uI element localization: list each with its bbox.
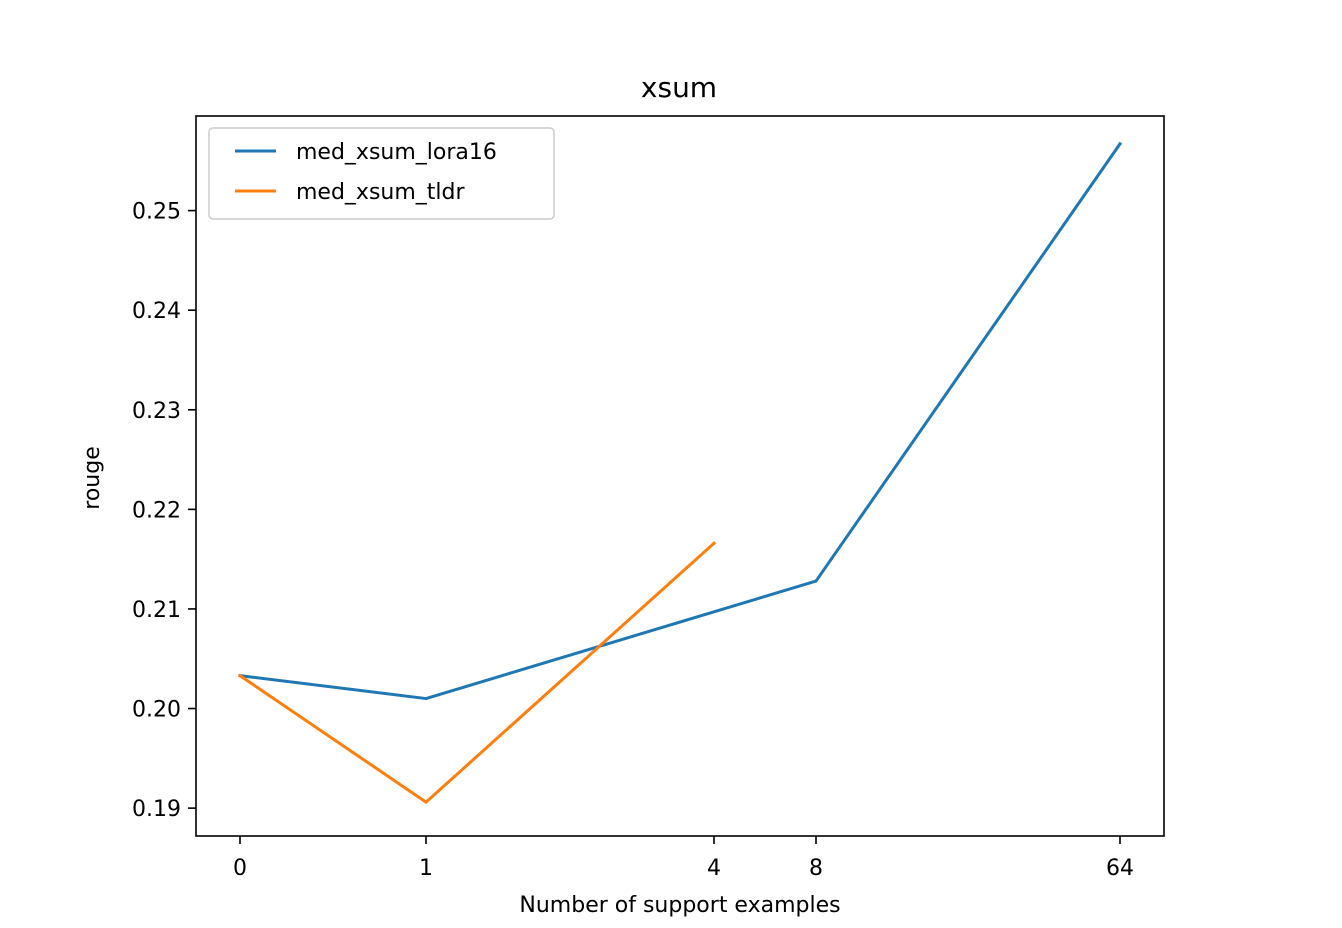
data-point bbox=[424, 697, 428, 701]
data-point bbox=[238, 674, 242, 678]
y-tick-label: 0.21 bbox=[132, 598, 181, 623]
x-tick-label: 4 bbox=[707, 856, 721, 881]
y-tick-label: 0.19 bbox=[132, 797, 181, 822]
legend: med_xsum_lora16 med_xsum_tldr bbox=[208, 127, 555, 220]
y-tick-label: 0.25 bbox=[132, 200, 181, 225]
x-tick-label: 1 bbox=[419, 856, 433, 881]
data-point bbox=[712, 541, 716, 545]
plot-area bbox=[195, 115, 1165, 837]
data-point bbox=[1118, 142, 1122, 146]
x-tick-label: 64 bbox=[1106, 856, 1134, 881]
chart-title: xsum bbox=[641, 71, 717, 104]
data-point bbox=[814, 579, 818, 583]
x-axis-label: Number of support examples bbox=[519, 893, 840, 918]
data-point bbox=[424, 800, 428, 804]
series-line-med-xsum-lora16 bbox=[238, 141, 1123, 701]
x-tick-label: 8 bbox=[809, 856, 823, 881]
y-tick-label: 0.22 bbox=[132, 498, 181, 523]
x-axis: 0 1 4 8 64 bbox=[233, 836, 1134, 881]
series-lines bbox=[237, 141, 1123, 804]
y-axis: 0.19 0.20 0.21 0.22 0.23 0.24 0.25 bbox=[132, 200, 196, 822]
y-tick-label: 0.20 bbox=[132, 698, 181, 723]
y-axis-label: rouge bbox=[80, 446, 105, 509]
y-tick-label: 0.23 bbox=[132, 399, 181, 424]
x-tick-label: 0 bbox=[233, 856, 247, 881]
legend-label-med-xsum-lora16: med_xsum_lora16 bbox=[296, 140, 497, 165]
y-tick-label: 0.24 bbox=[132, 299, 181, 324]
legend-label-med-xsum-tldr: med_xsum_tldr bbox=[296, 180, 465, 205]
